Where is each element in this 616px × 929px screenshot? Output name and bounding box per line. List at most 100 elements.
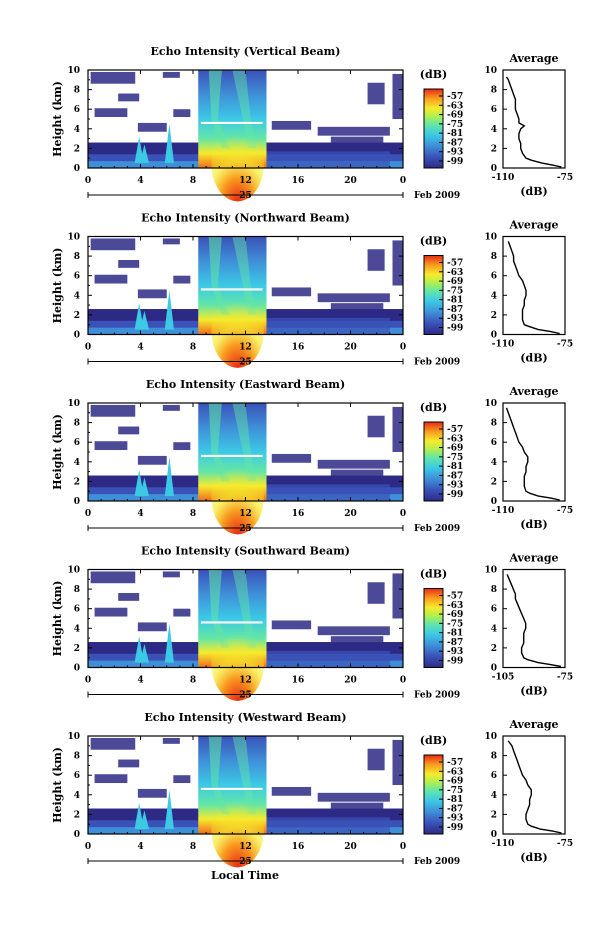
echo-patch: [367, 82, 385, 105]
x-tick-label: 0: [85, 842, 91, 852]
y-tick-label: 6: [74, 771, 80, 781]
echo-patch: [392, 739, 403, 785]
heatmap: [88, 70, 403, 202]
y-axis-label: Height (km): [51, 81, 64, 157]
x-tick-label: 20: [344, 343, 357, 353]
average-x-label: (dB): [520, 851, 547, 864]
colorbar-tick-label: -81: [447, 462, 463, 472]
echo-patch: [94, 441, 128, 451]
echo-patch: [162, 404, 180, 411]
convective-spike: [139, 477, 150, 497]
x-tick-label: 8: [190, 176, 196, 186]
colorbar-tick-label: -99: [447, 157, 463, 167]
average-title: Average: [508, 219, 558, 232]
storm-streak: [208, 236, 230, 315]
average-frame: [502, 568, 566, 669]
x-tick-label: 16: [292, 676, 305, 686]
y-tick-label: 6: [74, 605, 80, 615]
colorbar-tick-label: -57: [447, 425, 463, 435]
x-tick-label: 4: [137, 343, 143, 353]
y-axis-label: Height (km): [51, 581, 64, 657]
x-tick-label: 12: [239, 509, 252, 519]
echo-patch: [392, 240, 403, 286]
y-tick-label: 2: [74, 144, 80, 154]
average-x-tick-label: -105: [492, 673, 515, 683]
panel-2: Echo Intensity (Northward Beam)0246810He…: [51, 212, 573, 368]
colorbar: [423, 754, 444, 835]
y-tick-label: 0: [74, 664, 80, 674]
average-x-tick-label: -75: [557, 673, 573, 683]
echo-patch: [118, 759, 140, 768]
chart-title: Echo Intensity (Westward Beam): [144, 711, 346, 724]
colorbar-tick-label: -69: [447, 777, 463, 787]
echo-patch: [367, 582, 385, 604]
average-title: Average: [508, 385, 558, 398]
colorbar-title: (dB): [420, 235, 447, 248]
colorbar-title: (dB): [420, 734, 447, 747]
colorbar-tick-label: -63: [447, 601, 463, 611]
y-axis-label: Height (km): [51, 248, 64, 324]
average-y-tick-label: 4: [491, 291, 497, 301]
storm-streak: [208, 70, 230, 149]
x-tick-label: 4: [137, 509, 143, 519]
convective-spike: [139, 144, 150, 164]
chart-title: Echo Intensity (Eastward Beam): [146, 378, 345, 391]
echo-patch: [137, 289, 167, 299]
average-y-tick-label: 0: [491, 331, 497, 341]
echo-patch: [173, 775, 191, 784]
storm-streak: [232, 403, 256, 482]
average-profile-line: [507, 241, 560, 335]
x-tick-label: 16: [292, 842, 305, 852]
storm-streak: [232, 236, 256, 315]
average-x-tick-label: -75: [557, 340, 573, 350]
x-tick-label: 0: [400, 842, 406, 852]
average-x-tick-label: -75: [557, 173, 573, 183]
echo-patch: [137, 455, 167, 465]
storm-streak: [208, 736, 230, 815]
colorbar: [423, 255, 444, 335]
storm-core: [211, 126, 264, 202]
y-tick-label: 4: [74, 624, 80, 634]
echo-patch: [90, 404, 136, 417]
y-tick-label: 10: [67, 732, 80, 742]
trailing-echo: [266, 817, 390, 834]
average-x-tick-label: -110: [492, 340, 515, 350]
storm-streak: [208, 569, 230, 648]
echo-patch: [94, 774, 128, 784]
date-suffix: Feb 2009: [414, 524, 460, 534]
average-title: Average: [508, 552, 558, 565]
colorbar-tick-label: -69: [447, 277, 463, 287]
trailing-echo: [266, 151, 390, 168]
echo-patch: [162, 238, 180, 245]
heatmap: [88, 236, 403, 368]
echo-patch: [173, 109, 191, 118]
echo-patch: [330, 802, 384, 809]
echo-patch: [90, 737, 136, 750]
panel-1: Echo Intensity (Vertical Beam)0246810Hei…: [51, 45, 573, 202]
echo-patch: [118, 260, 140, 268]
echo-patch: [162, 571, 180, 578]
colorbar-tick-label: -81: [447, 129, 463, 139]
y-tick-label: 4: [74, 458, 80, 468]
colorbar-tick-label: -57: [447, 92, 463, 102]
echo-patch: [137, 788, 167, 798]
colorbar-tick-label: -75: [447, 786, 463, 796]
average-profile-line: [506, 574, 562, 668]
x-tick-label: 8: [190, 343, 196, 353]
average-y-tick-label: 6: [491, 771, 497, 781]
colorbar-title: (dB): [420, 401, 447, 414]
y-tick-label: 2: [74, 810, 80, 820]
colorbar: [423, 88, 444, 169]
x-tick-label: 16: [292, 176, 305, 186]
x-tick-label: 0: [85, 176, 91, 186]
y-tick-label: 6: [74, 105, 80, 115]
colorbar-tick-label: -63: [447, 101, 463, 111]
echo-patch: [94, 274, 128, 284]
y-tick-label: 10: [67, 233, 80, 243]
average-y-tick-label: 4: [491, 125, 497, 135]
colorbar-tick-label: -75: [447, 619, 463, 629]
y-tick-label: 8: [74, 585, 80, 595]
average-y-tick-label: 6: [491, 272, 497, 282]
average-y-tick-label: 6: [491, 605, 497, 615]
convective-spike: [164, 623, 174, 663]
